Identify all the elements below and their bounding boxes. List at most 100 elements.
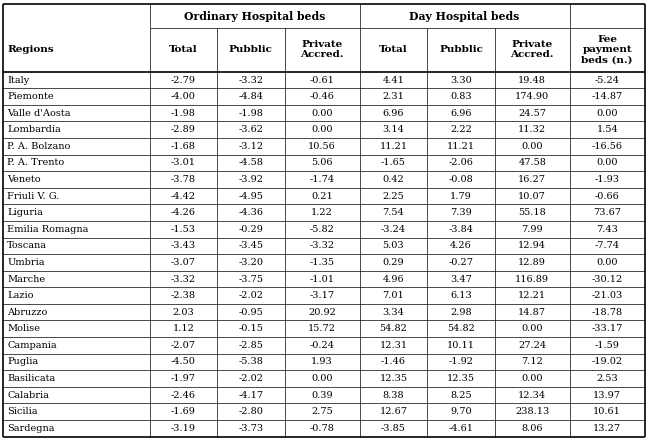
Text: Lazio: Lazio (7, 291, 34, 300)
Text: Private
Accred.: Private Accred. (301, 40, 344, 60)
Text: Regions: Regions (7, 45, 54, 54)
Text: Day Hospital beds: Day Hospital beds (410, 11, 520, 22)
Text: -1.98: -1.98 (238, 108, 263, 118)
Text: -4.00: -4.00 (171, 92, 196, 101)
Text: Total: Total (169, 45, 198, 54)
Text: -2.02: -2.02 (238, 374, 263, 383)
Text: 0.39: 0.39 (311, 391, 333, 400)
Text: Liguria: Liguria (7, 208, 43, 217)
Text: -1.69: -1.69 (171, 407, 196, 416)
Text: -4.17: -4.17 (238, 391, 263, 400)
Text: -3.17: -3.17 (310, 291, 334, 300)
Text: 54.82: 54.82 (447, 324, 475, 333)
Text: Umbria: Umbria (7, 258, 45, 267)
Text: 24.57: 24.57 (518, 108, 546, 118)
Text: -4.95: -4.95 (238, 191, 263, 201)
Text: -4.26: -4.26 (171, 208, 196, 217)
Text: Molise: Molise (7, 324, 40, 333)
Text: 6.13: 6.13 (450, 291, 472, 300)
Text: 12.89: 12.89 (518, 258, 546, 267)
Text: -1.53: -1.53 (171, 225, 196, 234)
Text: -2.89: -2.89 (171, 125, 196, 134)
Text: 116.89: 116.89 (515, 275, 550, 284)
Text: 8.25: 8.25 (450, 391, 472, 400)
Text: -0.66: -0.66 (595, 191, 619, 201)
Text: -0.95: -0.95 (238, 308, 263, 317)
Text: 7.99: 7.99 (522, 225, 543, 234)
Text: -3.32: -3.32 (171, 275, 196, 284)
Text: Emilia Romagna: Emilia Romagna (7, 225, 89, 234)
Text: -7.74: -7.74 (595, 241, 619, 250)
Text: -3.84: -3.84 (448, 225, 474, 234)
Text: -30.12: -30.12 (592, 275, 623, 284)
Text: 12.94: 12.94 (518, 241, 546, 250)
Text: -2.85: -2.85 (238, 341, 263, 350)
Text: 0.21: 0.21 (311, 191, 333, 201)
Text: 0.00: 0.00 (312, 374, 333, 383)
Text: Ordinary Hospital beds: Ordinary Hospital beds (184, 11, 325, 22)
Text: -3.20: -3.20 (238, 258, 263, 267)
Text: 0.00: 0.00 (522, 142, 543, 151)
Text: Veneto: Veneto (7, 175, 41, 184)
Text: 12.35: 12.35 (380, 374, 408, 383)
Text: -1.59: -1.59 (595, 341, 619, 350)
Text: Fee
payment
beds (n.): Fee payment beds (n.) (581, 35, 633, 65)
Text: -18.78: -18.78 (592, 308, 623, 317)
Text: 4.41: 4.41 (382, 75, 404, 85)
Text: Lombardia: Lombardia (7, 125, 61, 134)
Text: 12.34: 12.34 (518, 391, 546, 400)
Text: 6.96: 6.96 (383, 108, 404, 118)
Text: 238.13: 238.13 (515, 407, 550, 416)
Text: 0.00: 0.00 (312, 125, 333, 134)
Text: 12.67: 12.67 (380, 407, 408, 416)
Text: 1.79: 1.79 (450, 191, 472, 201)
Text: 0.83: 0.83 (450, 92, 472, 101)
Text: 3.14: 3.14 (382, 125, 404, 134)
Text: 3.30: 3.30 (450, 75, 472, 85)
Text: 8.06: 8.06 (522, 424, 543, 433)
Text: Marche: Marche (7, 275, 45, 284)
Text: -3.24: -3.24 (381, 225, 406, 234)
Text: -0.78: -0.78 (310, 424, 334, 433)
Text: -4.58: -4.58 (238, 158, 263, 168)
Text: 16.27: 16.27 (518, 175, 546, 184)
Text: 4.26: 4.26 (450, 241, 472, 250)
Text: -4.42: -4.42 (171, 191, 196, 201)
Text: Italy: Italy (7, 75, 29, 85)
Text: 2.53: 2.53 (596, 374, 618, 383)
Text: 10.11: 10.11 (447, 341, 475, 350)
Text: 11.21: 11.21 (379, 142, 408, 151)
Text: -3.32: -3.32 (310, 241, 334, 250)
Text: Pubblic: Pubblic (229, 45, 273, 54)
Text: 55.18: 55.18 (518, 208, 546, 217)
Text: -4.50: -4.50 (171, 358, 196, 366)
Text: Sardegna: Sardegna (7, 424, 54, 433)
Text: 0.42: 0.42 (382, 175, 404, 184)
Text: 0.29: 0.29 (382, 258, 404, 267)
Text: 20.92: 20.92 (308, 308, 336, 317)
Text: -4.36: -4.36 (238, 208, 263, 217)
Text: -21.03: -21.03 (592, 291, 623, 300)
Text: -0.29: -0.29 (238, 225, 263, 234)
Text: -16.56: -16.56 (592, 142, 623, 151)
Text: 13.27: 13.27 (593, 424, 621, 433)
Text: Puglia: Puglia (7, 358, 38, 366)
Text: -3.75: -3.75 (238, 275, 263, 284)
Text: 0.00: 0.00 (597, 158, 618, 168)
Text: -4.84: -4.84 (238, 92, 263, 101)
Text: 7.54: 7.54 (382, 208, 404, 217)
Text: 11.32: 11.32 (518, 125, 546, 134)
Text: 11.21: 11.21 (447, 142, 475, 151)
Text: Toscana: Toscana (7, 241, 47, 250)
Text: -19.02: -19.02 (592, 358, 623, 366)
Text: Pubblic: Pubblic (439, 45, 483, 54)
Text: -1.35: -1.35 (310, 258, 334, 267)
Text: Abruzzo: Abruzzo (7, 308, 47, 317)
Text: Private
Accred.: Private Accred. (511, 40, 554, 60)
Text: -1.93: -1.93 (595, 175, 619, 184)
Text: 3.34: 3.34 (382, 308, 404, 317)
Text: Total: Total (379, 45, 408, 54)
Text: -1.92: -1.92 (448, 358, 474, 366)
Text: -2.02: -2.02 (238, 291, 263, 300)
Text: 0.00: 0.00 (597, 108, 618, 118)
